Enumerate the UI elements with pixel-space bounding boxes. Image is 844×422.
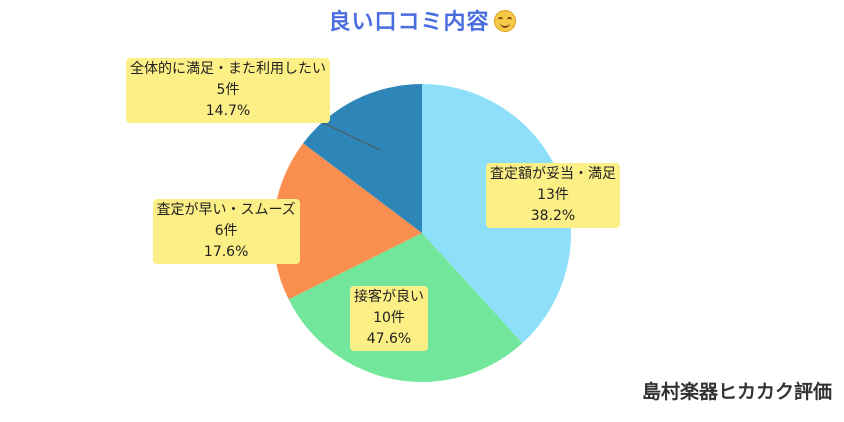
chart-title-row: 良い口コミ内容 bbox=[0, 4, 844, 36]
slice-percent: 38.2% bbox=[530, 207, 576, 224]
pie-slice-overall-satisfied bbox=[303, 84, 422, 233]
slice-label-overall-satisfied: 全体的に満足・また利用したい 5件 14.7% bbox=[126, 57, 330, 123]
smiling-face-icon bbox=[493, 10, 516, 32]
slice-percent: 47.6% bbox=[366, 330, 412, 347]
slice-name: 査定額が妥当・満足 bbox=[490, 165, 616, 182]
slice-count: 13件 bbox=[537, 186, 569, 203]
slice-name: 接客が良い bbox=[354, 288, 424, 305]
slice-count: 10件 bbox=[373, 309, 405, 326]
slice-name: 査定が早い・スムーズ bbox=[156, 201, 296, 218]
slice-label-fast-appraisal: 査定が早い・スムーズ 6件 17.6% bbox=[152, 198, 300, 264]
pie-slice-fast-appraisal bbox=[273, 143, 422, 300]
slice-percent: 17.6% bbox=[203, 243, 249, 260]
watermark: 島村楽器ヒカカク評価 bbox=[641, 381, 832, 403]
slice-label-good-service: 接客が良い 10件 47.6% bbox=[350, 285, 428, 351]
slice-label-appraisal-satisfied: 査定額が妥当・満足 13件 38.2% bbox=[486, 162, 620, 228]
slice-count: 5件 bbox=[216, 81, 240, 98]
slice-count: 6件 bbox=[214, 222, 238, 239]
chart-title: 良い口コミ内容 bbox=[328, 10, 490, 35]
slice-name: 全体的に満足・また利用したい bbox=[130, 60, 326, 77]
slice-percent: 14.7% bbox=[205, 102, 251, 119]
